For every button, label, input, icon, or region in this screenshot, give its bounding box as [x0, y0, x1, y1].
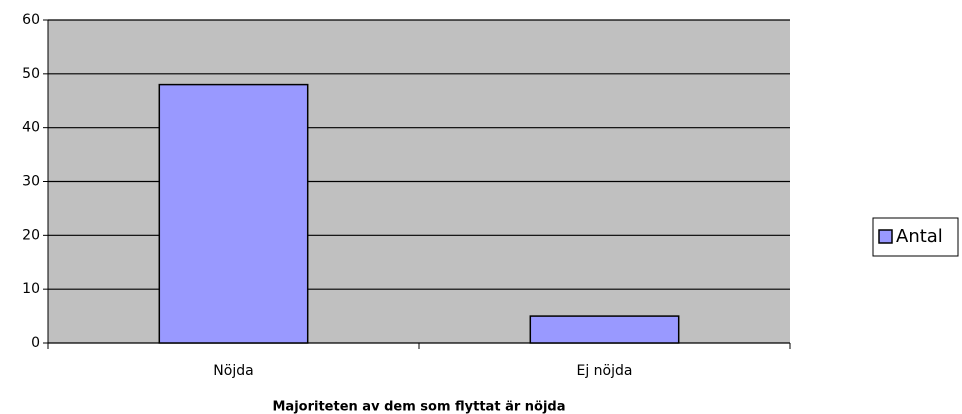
- y-tick-label: 30: [22, 174, 40, 190]
- y-tick-label: 10: [22, 281, 40, 297]
- y-tick-label: 40: [22, 120, 40, 136]
- x-tick-label: Nöjda: [213, 363, 253, 379]
- legend-label: Antal: [896, 226, 943, 247]
- y-tick-label: 60: [22, 12, 40, 28]
- x-axis-title: Majoriteten av dem som flyttat är nöjda: [273, 400, 566, 414]
- y-tick-label: 0: [31, 335, 40, 351]
- x-tick-label: Ej nöjda: [577, 363, 633, 379]
- y-tick-label: 20: [22, 227, 40, 243]
- bar: [529, 315, 680, 344]
- y-tick-label: 50: [22, 66, 40, 82]
- legend-swatch: [878, 229, 893, 244]
- bar: [158, 83, 309, 344]
